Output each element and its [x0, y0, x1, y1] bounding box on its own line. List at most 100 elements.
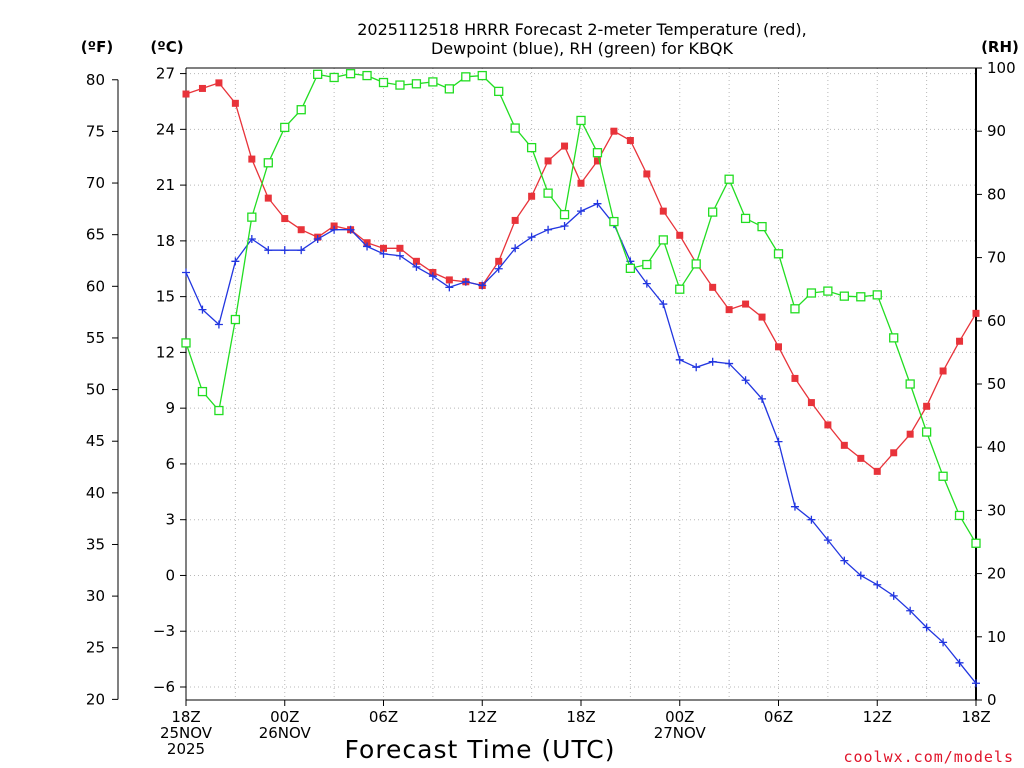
- dewpoint-line: [185, 202, 977, 684]
- temperature-point: [676, 231, 684, 239]
- rh-point: [971, 538, 981, 548]
- temperature-point: [643, 170, 651, 178]
- temperature-point: [956, 337, 964, 345]
- dewpoint-point: [527, 233, 536, 242]
- dewpoint-point: [708, 357, 717, 366]
- temperature-point: [659, 207, 667, 215]
- dewpoint-point: [889, 591, 898, 600]
- fahrenheit-tick-label: 75: [86, 122, 105, 140]
- celsius-tick-label: 24: [156, 120, 175, 138]
- celsius-tick-label: 27: [156, 65, 175, 83]
- rh-point: [823, 286, 833, 296]
- time-tick-label: 18Z: [171, 708, 200, 726]
- fahrenheit-axis: 80 75 70 65 60 55 50 45 40 35 30 25 20: [86, 71, 118, 708]
- rh-point: [230, 314, 241, 325]
- rh-point: [362, 70, 372, 81]
- rh-tick-label: 100: [987, 59, 1016, 77]
- rh-tick-label: 50: [987, 375, 1006, 393]
- rh-point: [329, 72, 339, 83]
- rh-tick-label: 0: [987, 691, 997, 709]
- rh-point: [921, 427, 932, 437]
- time-tick-label: 26NOV: [259, 724, 312, 742]
- rh-point: [280, 122, 290, 133]
- dewpoint-point: [330, 225, 339, 234]
- temperature-point: [742, 300, 750, 308]
- temperature-point: [906, 430, 914, 438]
- temperature-point: [561, 142, 569, 150]
- temperature-point: [791, 374, 799, 382]
- rh-point: [839, 291, 849, 301]
- temperature-point: [923, 402, 931, 410]
- rh-point: [428, 77, 438, 87]
- fahrenheit-tick-label: 55: [86, 329, 105, 347]
- dewpoint-point: [511, 244, 520, 253]
- data-series: [181, 69, 981, 688]
- dewpoint-point: [659, 300, 668, 309]
- time-tick-label: 18Z: [566, 708, 595, 726]
- rh-series: [181, 69, 981, 548]
- rh-point: [296, 105, 306, 115]
- rh-point: [592, 148, 603, 158]
- rh-tick-label: 10: [987, 628, 1006, 646]
- celsius-tick-label: 3: [165, 511, 175, 529]
- temperature-point: [775, 343, 782, 351]
- dewpoint-point: [725, 359, 734, 368]
- rh-point: [938, 471, 948, 481]
- rh-tick-label: 90: [987, 122, 1006, 140]
- rh-point: [477, 70, 487, 81]
- dewpoint-point: [741, 376, 750, 385]
- fahrenheit-tick-label: 65: [86, 226, 105, 244]
- dewpoint-point: [560, 222, 569, 230]
- temperature-point: [248, 155, 256, 163]
- dewpoint-point: [461, 277, 470, 286]
- fahrenheit-unit-label: (ºF): [81, 38, 113, 56]
- dewpoint-point: [642, 279, 651, 288]
- time-tick-label: 12Z: [863, 708, 892, 726]
- celsius-tick-label: 21: [156, 176, 175, 194]
- dewpoint-point: [544, 225, 553, 234]
- dewpoint-point: [428, 272, 437, 281]
- fahrenheit-tick-label: 60: [86, 277, 105, 295]
- dewpoint-point: [675, 355, 684, 364]
- temperature-point: [610, 127, 618, 135]
- temperature-point: [939, 367, 947, 375]
- dewpoint-point: [494, 264, 503, 273]
- temperature-point: [528, 192, 536, 200]
- time-tick-label: 27NOV: [654, 724, 707, 742]
- temperature-point: [182, 90, 190, 98]
- celsius-tick-label: 18: [156, 232, 175, 250]
- dewpoint-point: [807, 515, 816, 524]
- rh-point: [510, 123, 520, 133]
- temperature-point: [380, 244, 387, 252]
- temperature-point: [281, 215, 289, 223]
- celsius-tick-label: 6: [165, 455, 175, 473]
- temperature-point: [577, 179, 585, 187]
- rh-point: [675, 284, 685, 294]
- dewpoint-point: [774, 437, 783, 446]
- dewpoint-point: [198, 305, 207, 314]
- dewpoint-point: [346, 225, 355, 234]
- rh-tick-label: 60: [987, 312, 1006, 330]
- dewpoint-point: [264, 246, 273, 255]
- dewpoint-point: [247, 235, 256, 244]
- temperature-point: [857, 454, 865, 462]
- rh-point: [345, 69, 356, 79]
- temperature-point: [198, 84, 206, 92]
- rh-tick-label: 80: [987, 185, 1006, 203]
- temperature-point: [873, 467, 881, 475]
- fahrenheit-tick-label: 35: [86, 535, 105, 553]
- dewpoint-point: [593, 199, 602, 208]
- rh-point: [197, 386, 208, 397]
- x-axis-label: Forecast Time (UTC): [345, 735, 616, 764]
- rh-point: [905, 379, 915, 389]
- dewpoint-point: [445, 283, 454, 292]
- time-tick-label: 06Z: [369, 708, 398, 726]
- rh-point: [214, 405, 224, 416]
- temperature-point: [890, 449, 898, 457]
- rh-point: [181, 338, 191, 348]
- fahrenheit-tick-label: 70: [86, 174, 105, 192]
- rh-point: [954, 510, 965, 521]
- temperature-point: [396, 244, 404, 252]
- time-tick-label: 06Z: [764, 708, 793, 726]
- time-tick-label: 00Z: [665, 708, 694, 726]
